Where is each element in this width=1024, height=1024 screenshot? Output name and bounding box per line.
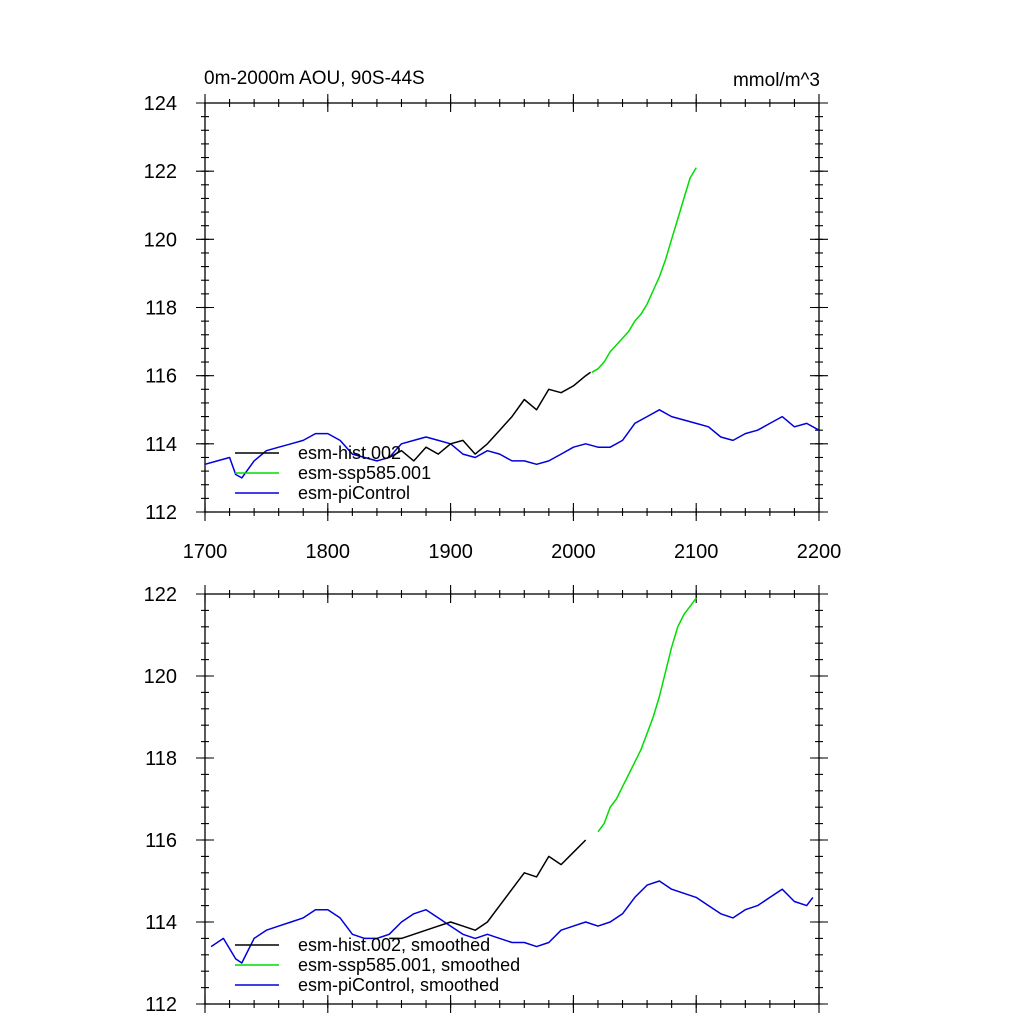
x-tick-label: 2100: [674, 541, 719, 563]
y-tick-label: 120: [144, 229, 177, 251]
legend-label: esm-hist.002: [298, 443, 401, 463]
x-tick-label: 2000: [551, 541, 596, 563]
top-chart-units: mmol/m^3: [733, 70, 820, 91]
y-tick-label: 114: [145, 434, 177, 456]
legend-label: esm-ssp585.001, smoothed: [298, 955, 520, 975]
series-line: [388, 371, 592, 462]
y-tick-label: 112: [145, 502, 177, 524]
legend-label: esm-piControl, smoothed: [298, 975, 499, 995]
top-panel: 0m-2000m AOU, 90S-44S mmol/m^3 112 114 116…: [144, 68, 842, 563]
y-tick-label: 120: [144, 666, 177, 688]
bottom-y-tick-labels: 112 114 116 118 120 122: [144, 584, 177, 1016]
x-tick-label: 1900: [428, 541, 473, 563]
bottom-series-lines: [210, 597, 814, 964]
bottom-panel: 112 114 116 118 120 122 esm-hist.002, smoothe…: [144, 584, 828, 1016]
y-tick-label: 122: [144, 584, 177, 606]
series-line: [591, 167, 697, 373]
top-ticks: [196, 94, 828, 521]
y-tick-label: 122: [144, 161, 177, 183]
x-tick-label: 1800: [306, 541, 351, 563]
bottom-plot-frame: [204, 593, 820, 1005]
x-tick-label: 1700: [183, 541, 228, 563]
legend-label: esm-piControl: [298, 483, 410, 503]
series-line: [210, 880, 814, 964]
series-line: [597, 597, 697, 833]
y-tick-label: 118: [145, 748, 177, 770]
y-tick-label: 124: [144, 93, 177, 115]
series-line: [389, 839, 587, 940]
legend-label: esm-ssp585.001: [298, 463, 431, 483]
y-tick-label: 114: [145, 912, 177, 934]
x-tick-label: 2200: [797, 541, 842, 563]
top-x-tick-labels: 1700 1800 1900 2000 2100 2200: [183, 541, 842, 563]
series-line: [204, 409, 820, 479]
y-tick-label: 116: [145, 830, 177, 852]
top-y-tick-labels: 112 114 116 118 120 122 124: [144, 93, 177, 524]
top-chart-title: 0m-2000m AOU, 90S-44S: [204, 68, 425, 89]
legend-label: esm-hist.002, smoothed: [298, 935, 490, 955]
y-tick-label: 116: [145, 366, 177, 388]
y-tick-label: 118: [145, 298, 177, 320]
bottom-ticks: [196, 585, 828, 1013]
y-tick-label: 112: [145, 994, 177, 1016]
top-series-lines: [204, 167, 820, 479]
